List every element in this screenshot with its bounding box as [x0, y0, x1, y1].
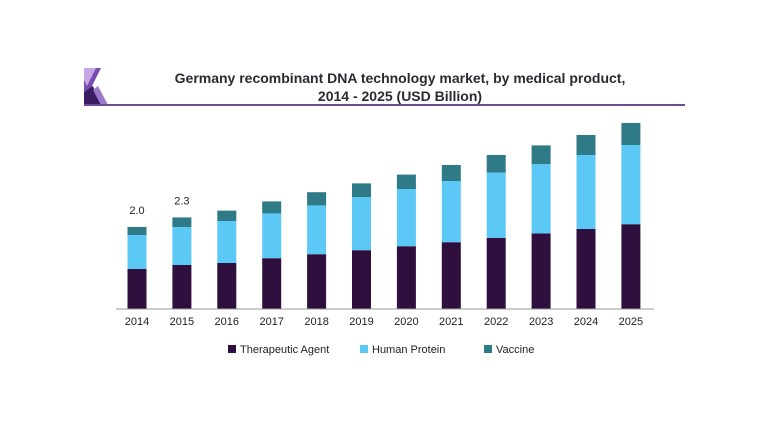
x-tick-label-2015: 2015 — [170, 316, 194, 328]
x-tick-label-2018: 2018 — [304, 316, 328, 328]
legend-label-therapeutic-agent: Therapeutic Agent — [240, 344, 329, 356]
x-tick-label-2016: 2016 — [215, 316, 239, 328]
bar-therapeutic-agent-2020 — [396, 246, 416, 309]
bar-vaccine-2017 — [262, 201, 282, 214]
bar-human-protein-2021 — [441, 181, 461, 243]
title-underline — [84, 104, 685, 106]
bar-vaccine-2016 — [217, 210, 237, 221]
bar-human-protein-2025 — [621, 145, 641, 225]
bar-vaccine-2014 — [127, 227, 147, 235]
x-tick-labels: 2014 2015 2016 2017 2018 2019 2020 2021 2022 2023… — [125, 316, 643, 328]
bar-human-protein-2017 — [262, 213, 282, 259]
bar-therapeutic-agent-2025 — [621, 224, 641, 309]
bar-therapeutic-agent-2016 — [217, 263, 237, 309]
bar-therapeutic-agent-2014 — [127, 269, 147, 309]
bar-therapeutic-agent-2023 — [531, 233, 551, 309]
legend-swatch-vaccine — [484, 345, 492, 353]
chart-title-line-2: 2014 - 2025 (USD Billion) — [317, 88, 483, 104]
x-tick-label-2024: 2024 — [574, 316, 598, 328]
bar-vaccine-2019 — [352, 183, 371, 197]
bar-vaccine-2022 — [486, 155, 506, 173]
bar-vaccine-2020 — [396, 174, 416, 189]
bar-vaccine-2023 — [531, 145, 551, 165]
legend-label-vaccine: Vaccine — [496, 344, 534, 356]
bar-therapeutic-agent-2017 — [262, 258, 282, 309]
bar-human-protein-2016 — [217, 221, 237, 263]
x-tick-label-2020: 2020 — [394, 316, 418, 328]
legend: Therapeutic Agent Human Protein Vaccine — [228, 344, 534, 356]
bar-stack-group — [127, 123, 641, 309]
bar-therapeutic-agent-2022 — [486, 237, 506, 309]
x-tick-label-2019: 2019 — [349, 316, 373, 328]
legend-label-human-protein: Human Protein — [372, 344, 445, 356]
bar-human-protein-2020 — [396, 189, 416, 247]
bar-human-protein-2024 — [576, 155, 596, 229]
bar-therapeutic-agent-2021 — [441, 242, 461, 309]
bar-therapeutic-agent-2015 — [172, 265, 192, 309]
bar-human-protein-2022 — [486, 172, 506, 238]
data-label-2015: 2.3 — [174, 195, 189, 207]
x-tick-label-2017: 2017 — [259, 316, 283, 328]
data-labels: 2.0 2.3 — [129, 195, 189, 217]
brand-logo-icon — [84, 68, 110, 110]
bar-human-protein-2015 — [172, 227, 192, 265]
bar-human-protein-2023 — [531, 164, 551, 234]
bar-vaccine-2018 — [307, 192, 327, 206]
x-tick-label-2014: 2014 — [125, 316, 149, 328]
legend-swatch-human-protein — [360, 345, 368, 353]
bar-vaccine-2021 — [441, 165, 461, 181]
bar-vaccine-2024 — [576, 135, 596, 155]
bar-vaccine-2015 — [172, 217, 192, 227]
bar-vaccine-2025 — [621, 123, 641, 145]
x-tick-label-2021: 2021 — [439, 316, 463, 328]
x-tick-label-2025: 2025 — [619, 316, 643, 328]
bar-human-protein-2014 — [127, 235, 147, 269]
legend-swatch-therapeutic-agent — [228, 345, 236, 353]
chart-title-line-1: Germany recombinant DNA technology marke… — [174, 70, 626, 86]
bar-human-protein-2019 — [352, 197, 371, 251]
x-tick-label-2022: 2022 — [484, 316, 508, 328]
bar-therapeutic-agent-2019 — [352, 250, 371, 309]
x-tick-label-2023: 2023 — [529, 316, 553, 328]
bar-therapeutic-agent-2024 — [576, 229, 596, 309]
bar-human-protein-2018 — [307, 205, 327, 255]
data-label-2014: 2.0 — [129, 205, 144, 217]
bar-therapeutic-agent-2018 — [307, 254, 327, 309]
